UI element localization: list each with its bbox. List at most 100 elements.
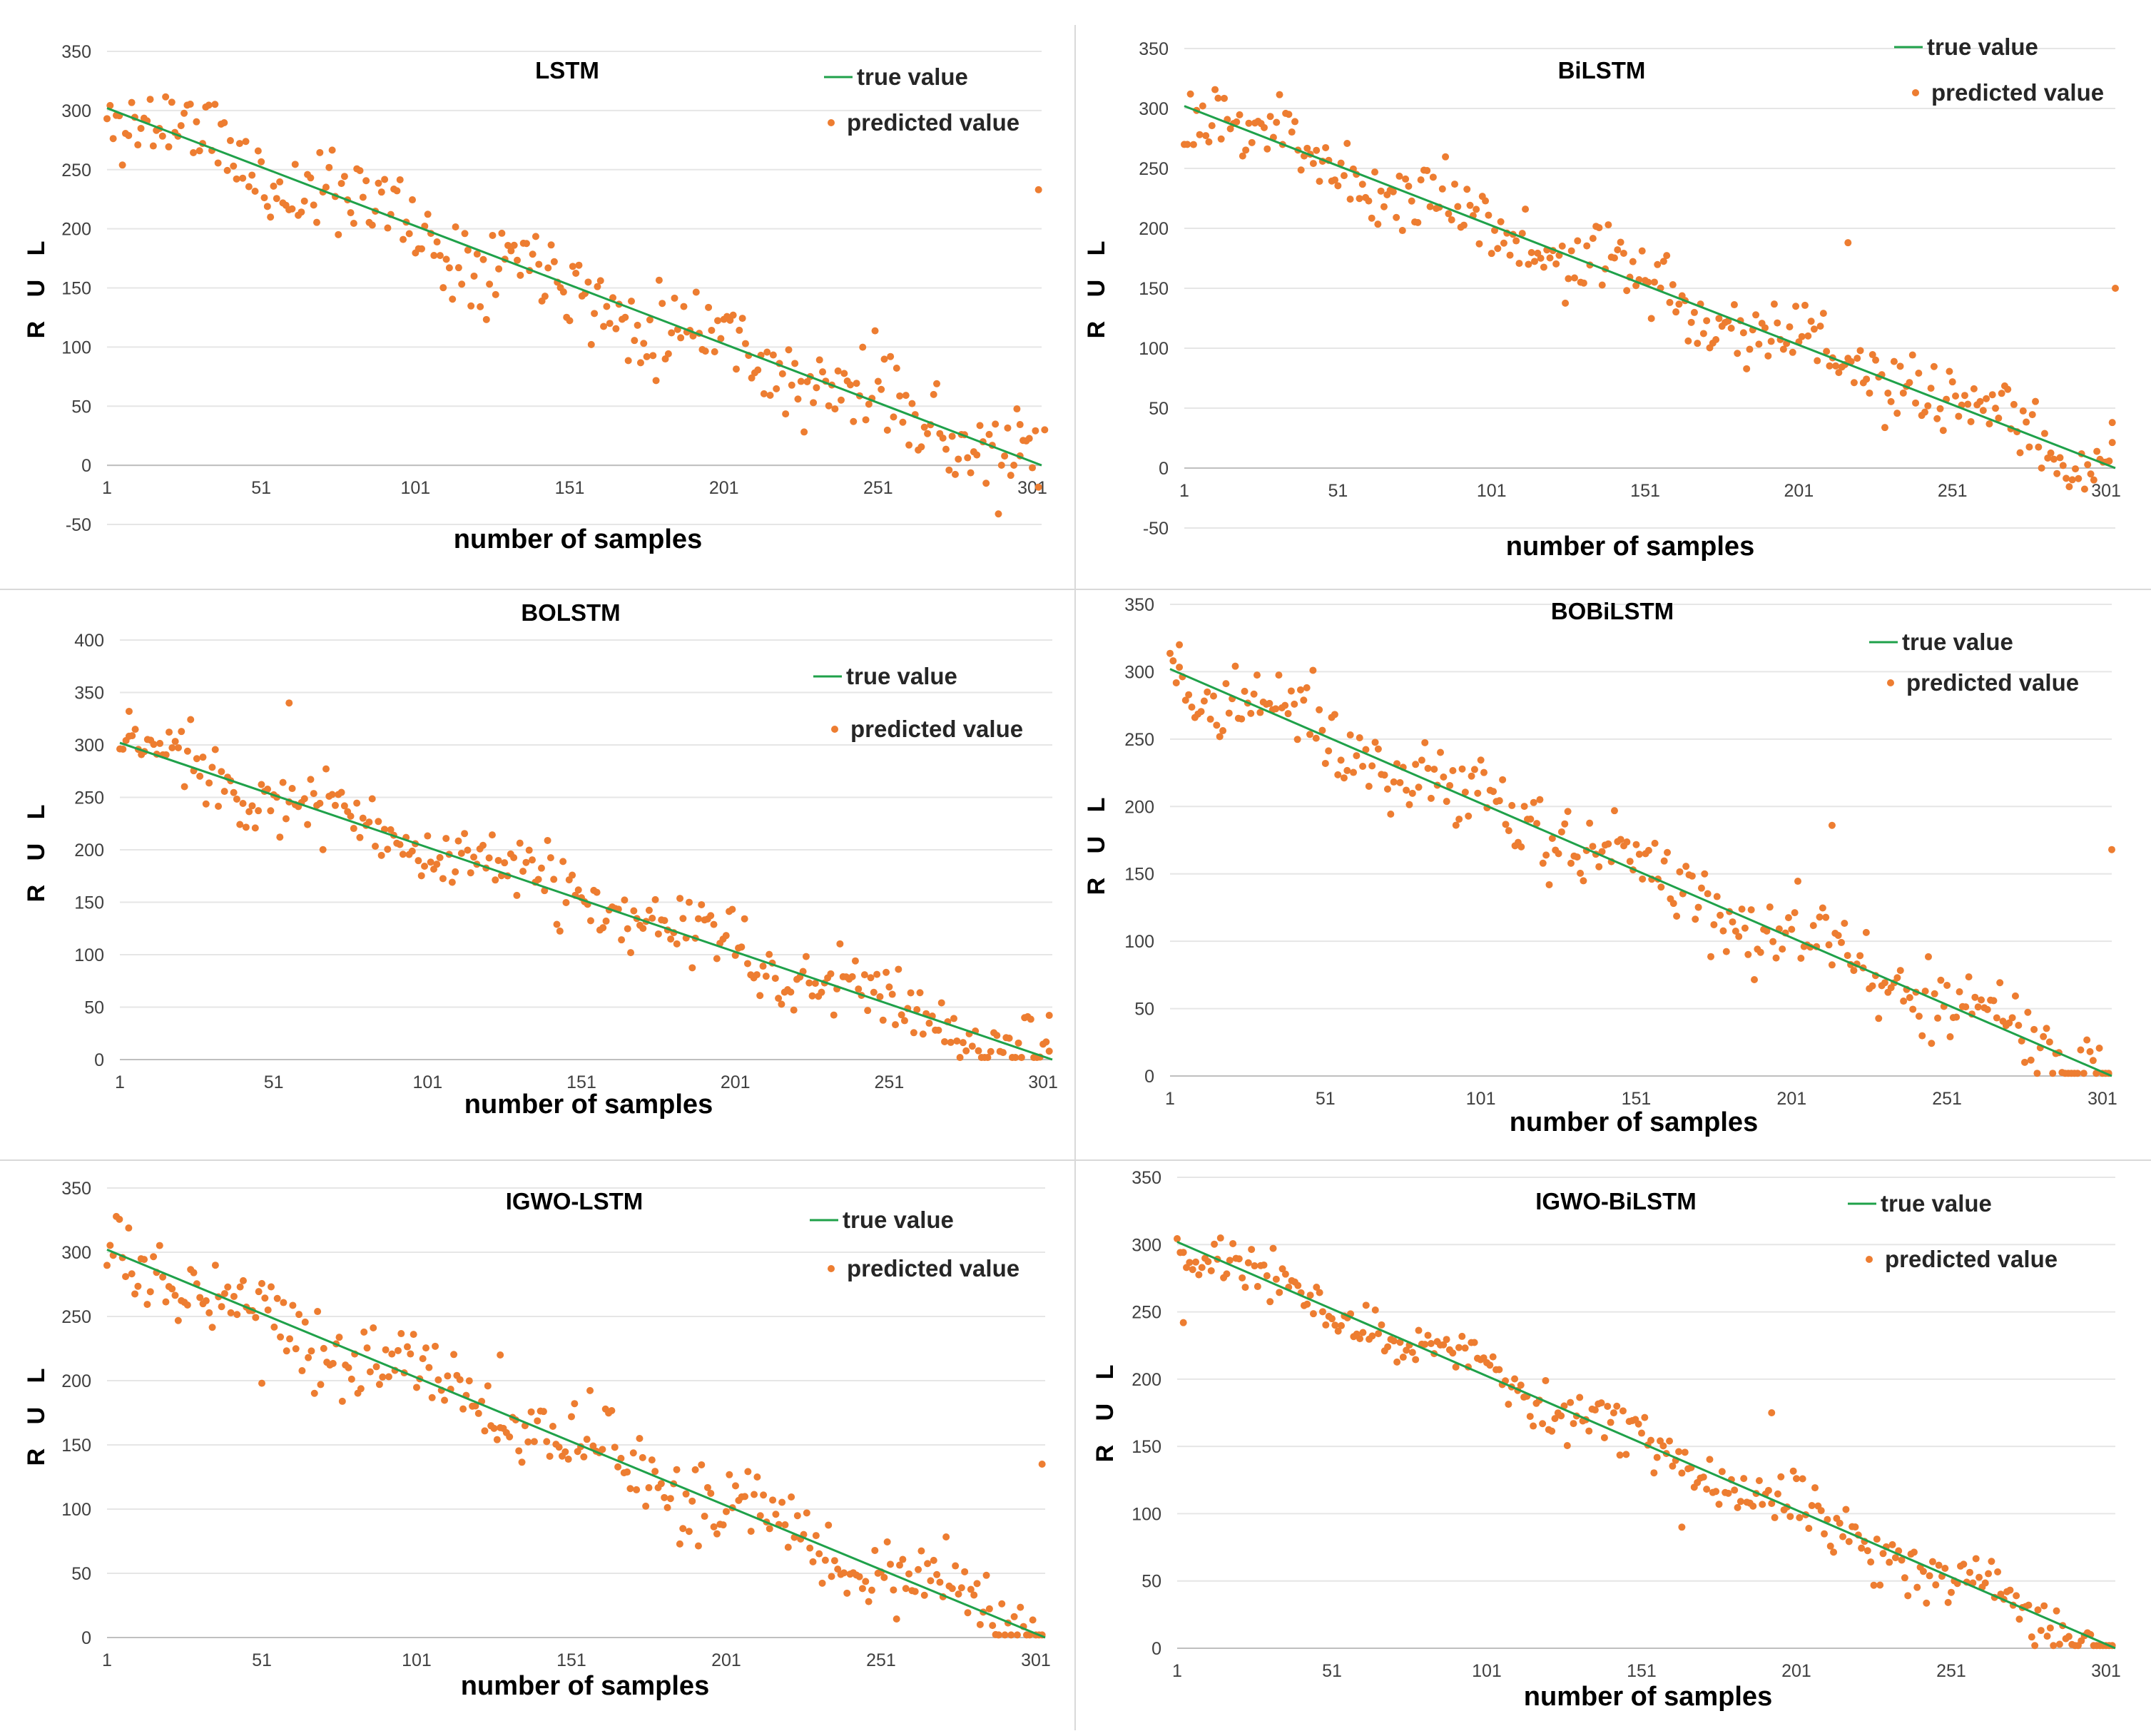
predicted-point [307,174,315,182]
predicted-point [1189,141,1197,148]
predicted-point [1837,938,1845,946]
predicted-point [636,359,644,367]
predicted-point [220,1289,228,1297]
predicted-point [830,1011,838,1019]
predicted-point [550,875,558,883]
predicted-point [125,1224,133,1232]
predicted-point [1491,226,1498,234]
predicted-point [707,912,715,920]
predicted-point [1715,1501,1723,1508]
predicted-point [456,1376,464,1384]
predicted-point [1930,362,1938,370]
predicted-point [686,898,693,906]
y-tick-label: 0 [81,1628,91,1648]
predicted-point [586,1386,594,1394]
predicted-point [1983,395,1990,402]
predicted-point [871,327,879,335]
predicted-point [782,410,790,418]
predicted-point [671,294,678,302]
predicted-point [183,1301,191,1309]
predicted-point [233,175,240,183]
predicted-point [968,1042,976,1050]
predicted-point [547,241,555,249]
x-axis-label: number of samples [1506,532,1754,562]
y-tick-label: 0 [1151,1639,1161,1659]
predicted-point [1371,168,1379,176]
predicted-point [211,1262,219,1269]
predicted-point [1966,1568,1974,1576]
predicted-point [1570,1420,1577,1428]
predicted-point [1623,838,1631,846]
predicted-point [1393,213,1400,221]
predicted-point [298,1367,306,1375]
predicted-point [550,258,558,265]
predicted-point [661,355,669,363]
predicted-point [1499,776,1507,783]
predicted-point [375,179,382,187]
predicted-point [534,1417,541,1425]
predicted-point [2033,1070,2041,1077]
predicted-point [1465,812,1473,820]
predicted-point [1518,230,1526,238]
predicted-point [1368,762,1376,770]
predicted-point [858,1585,866,1593]
predicted-point [1844,952,1851,960]
predicted-point [880,355,888,363]
predicted-point [572,269,580,277]
predicted-point [359,814,367,822]
predicted-point [1200,697,1208,705]
predicted-point [248,802,256,810]
predicted-point [1250,690,1258,698]
predicted-point [1792,1475,1800,1483]
predicted-point [915,1565,922,1573]
predicted-point [156,1242,163,1249]
predicted-point [1650,278,1658,286]
predicted-point [1617,836,1624,843]
legend-predicted-label: predicted value [847,1255,1019,1281]
predicted-point [1610,1409,1617,1417]
predicted-point [1546,254,1554,262]
predicted-point [230,1292,238,1300]
predicted-point [756,992,764,1000]
predicted-point [131,726,139,734]
predicted-point [1913,1583,1921,1591]
predicted-point [530,1438,538,1446]
predicted-point [507,247,515,255]
predicted-point [251,188,259,196]
predicted-point [1371,1306,1379,1314]
predicted-point [705,303,713,311]
predicted-point [1522,205,1530,213]
predicted-point [701,347,709,355]
predicted-point [927,1577,935,1585]
predicted-point [948,432,956,440]
predicted-point [1358,181,1366,188]
predicted-point [273,1294,281,1302]
predicted-point [1398,227,1406,235]
predicted-point [356,167,364,175]
predicted-point [574,886,582,894]
predicted-point [677,334,685,342]
predicted-point [384,846,392,853]
predicted-point [1946,367,1953,375]
predicted-point [1906,379,1913,387]
predicted-point [1451,181,1459,188]
predicted-point [1309,1310,1317,1318]
x-axis-label: number of samples [461,1671,709,1701]
predicted-point [788,381,795,389]
predicted-point [202,1297,210,1305]
x-tick-label: 101 [1477,481,1507,501]
predicted-point [769,351,777,359]
predicted-point [165,143,173,151]
predicted-point [162,1298,170,1306]
predicted-point [1898,1556,1906,1564]
predicted-point [1583,242,1591,250]
predicted-point [1387,811,1395,818]
predicted-point [751,1491,758,1498]
x-tick-label: 151 [1630,481,1660,501]
predicted-point [1681,1448,1689,1456]
predicted-point [626,1485,634,1493]
predicted-point [1455,1344,1463,1351]
predicted-point [624,925,631,933]
predicted-point [1338,1321,1346,1329]
